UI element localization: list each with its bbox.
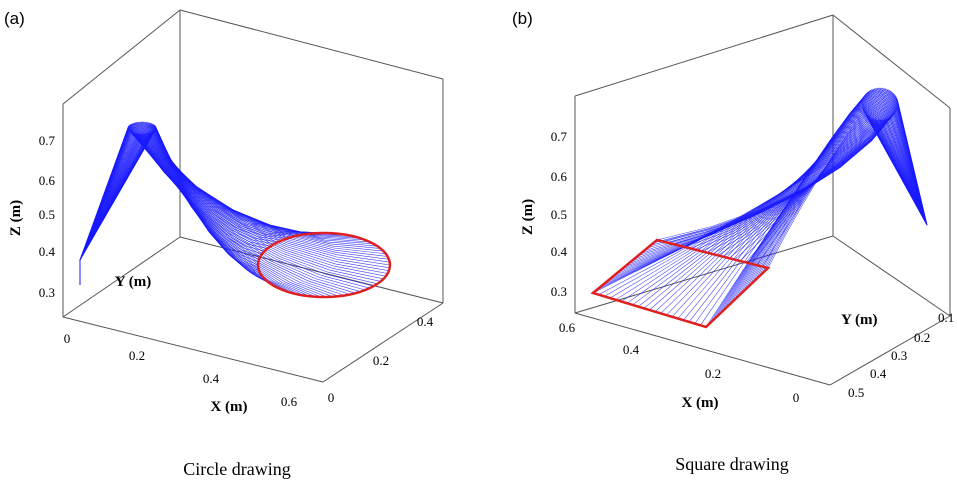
- panel-b-z-axis: 0.7 0.6 0.5 0.4 0.3 Z (m): [520, 129, 568, 299]
- panel-b-square-path: [590, 238, 771, 329]
- y-tick-label: 0.5: [848, 385, 864, 400]
- arm-sweep-line: [79, 132, 283, 291]
- arm-sweep-line: [656, 103, 928, 241]
- arm-sweep-line: [79, 133, 310, 297]
- panel-b-y-axis: 0.1 0.2 0.3 0.4 0.5 Y (m): [841, 310, 954, 400]
- x-tick-label: 0: [793, 390, 800, 405]
- arm-sweep-line: [79, 124, 384, 261]
- z-tick-label: 0.4: [551, 244, 568, 259]
- arm-sweep-line: [79, 125, 386, 261]
- arm-sweep-line: [666, 111, 928, 316]
- arm-sweep-line: [643, 115, 928, 309]
- arm-sweep-line: [660, 112, 928, 314]
- panel-a: (a) 0.7 0.6 0.5 0.4 0.3 Z (m) 0 0.2 0.4: [4, 9, 444, 479]
- arm-sweep-line: [767, 87, 928, 269]
- arm-sweep-line: [79, 123, 279, 261]
- arm-sweep-line: [679, 98, 928, 246]
- arm-sweep-line: [79, 121, 350, 261]
- panel-b-x-axis: 0.6 0.4 0.2 0 X (m): [559, 320, 799, 411]
- arm-sweep-line: [79, 123, 374, 261]
- panel-b-z-axis-label: Z (m): [520, 199, 536, 235]
- y-tick-label: 0.4: [870, 366, 887, 381]
- panel-b: (b) 0.7 0.6 0.5 0.4 0.3 Z (m) 0.6 0.4 0.…: [512, 9, 954, 474]
- arm-sweep-line: [758, 87, 928, 278]
- z-tick-label: 0.7: [39, 133, 56, 148]
- arm-sweep-line: [626, 117, 928, 304]
- y-tick-label: 0.2: [914, 330, 930, 345]
- arm-sweep-line: [598, 119, 928, 295]
- arm-sweep-line: [79, 122, 283, 261]
- arm-sweep-line: [673, 99, 928, 245]
- arm-sweep-line: [79, 126, 390, 263]
- arm-sweep-line: [79, 123, 378, 261]
- panel-a-z-axis: 0.7 0.6 0.5 0.4 0.3 Z (m): [8, 133, 56, 300]
- panel-b-box: [574, 14, 951, 386]
- x-tick-label: 0.2: [129, 348, 145, 363]
- z-tick-label: 0.7: [551, 129, 568, 144]
- arm-sweep-line: [764, 87, 928, 272]
- y-tick-label: 0.2: [373, 353, 389, 368]
- y-tick-label: 0.3: [891, 348, 907, 363]
- z-tick-label: 0.6: [39, 173, 56, 188]
- arm-sweep-line: [717, 91, 928, 256]
- arm-sweep-line: [79, 124, 268, 261]
- arm-sweep-line: [647, 107, 928, 249]
- x-tick-label: 0.6: [559, 320, 576, 335]
- x-tick-label: 0.4: [203, 371, 220, 386]
- y-tick-label: 0.4: [417, 314, 434, 329]
- square-path-line: [590, 238, 771, 329]
- y-tick-label: 0: [328, 390, 335, 405]
- panel-b-tag: (b): [512, 9, 533, 28]
- arm-sweep-line: [79, 123, 271, 261]
- circle-path-line: [256, 231, 392, 299]
- arm-sweep-line: [79, 126, 389, 261]
- arm-sweep-line: [79, 123, 370, 261]
- z-tick-label: 0.4: [39, 244, 56, 259]
- panel-a-sweep-lines: [79, 121, 391, 298]
- panel-b-caption: Square drawing: [675, 454, 788, 474]
- arm-sweep-line: [752, 88, 928, 283]
- z-tick-label: 0.5: [39, 207, 55, 222]
- panel-a-y-axis: 0 0.2 0.4 Y (m): [115, 274, 434, 405]
- z-tick-label: 0.3: [551, 284, 567, 299]
- arm-sweep-line: [632, 117, 928, 306]
- arm-sweep-line: [79, 125, 388, 261]
- y-tick-label: 0.1: [938, 310, 954, 325]
- arm-sweep-line: [654, 113, 928, 312]
- x-tick-label: 0.4: [623, 342, 640, 357]
- x-tick-label: 0.2: [705, 366, 721, 381]
- panel-a-tag: (a): [4, 9, 25, 28]
- arm-sweep-line: [79, 122, 288, 261]
- panel-a-caption: Circle drawing: [183, 459, 290, 479]
- panel-a-x-axis-label: X (m): [210, 399, 247, 415]
- panel-b-y-axis-label: Y (m): [841, 312, 878, 328]
- arm-sweep-line: [649, 114, 928, 311]
- arm-sweep-line: [79, 124, 381, 261]
- arm-sweep-line: [653, 104, 928, 243]
- x-tick-label: 0: [64, 331, 71, 346]
- panel-a-z-axis-label: Z (m): [8, 200, 24, 236]
- panel-a-box: [62, 9, 444, 383]
- panel-b-sweep-lines: [592, 87, 928, 328]
- x-tick-label: 0.6: [281, 394, 298, 409]
- z-tick-label: 0.6: [551, 169, 568, 184]
- arm-sweep-line: [761, 87, 928, 275]
- panel-a-y-axis-label: Y (m): [115, 274, 152, 290]
- arm-sweep-line: [715, 99, 928, 319]
- arm-sweep-line: [79, 123, 275, 261]
- panel-a-circle-path: [256, 231, 392, 299]
- panel-b-x-axis-label: X (m): [681, 395, 718, 411]
- arm-sweep-line: [638, 116, 928, 307]
- z-tick-label: 0.3: [39, 285, 55, 300]
- z-tick-label: 0.5: [551, 207, 567, 222]
- panel-a-x-axis: 0 0.2 0.4 0.6 X (m): [64, 331, 298, 415]
